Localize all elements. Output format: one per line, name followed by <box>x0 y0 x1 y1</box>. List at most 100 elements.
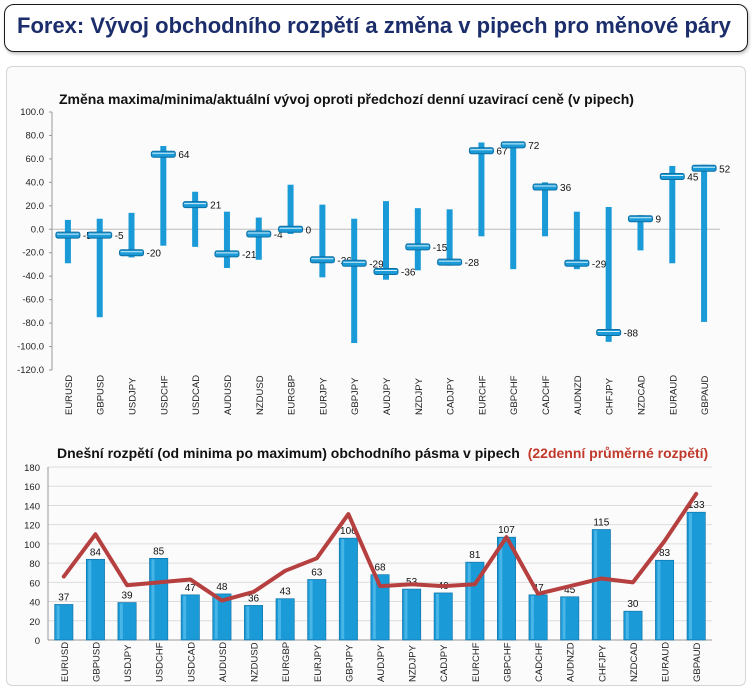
spread-bar-value-label: 47 <box>533 583 545 594</box>
page-title: Forex: Vývoj obchodního rozpětí a změna … <box>17 13 731 38</box>
range-chart-y-tick: -60.0 <box>22 295 44 306</box>
spread-bar-shine <box>404 590 408 639</box>
range-chart-category-label: USDCAD <box>191 375 202 415</box>
range-chart-category-label: EURGBP <box>287 375 298 415</box>
spread-chart-category-label: GBPCHF <box>502 642 513 682</box>
range-chart-category-label: GBPJPY <box>350 377 361 415</box>
range-chart-y-tick: -80.0 <box>22 318 44 329</box>
range-bar <box>669 165 676 264</box>
spread-bar-shine <box>625 612 629 639</box>
spread-bar-shine <box>467 563 471 639</box>
range-chart-category-label: GBPCHF <box>509 375 520 415</box>
spread-chart-category-label: EURGBP <box>281 642 292 682</box>
spread-bar-shine <box>594 530 598 639</box>
spread-chart-y-tick: 60 <box>29 578 40 589</box>
range-chart-y-tick: -20.0 <box>22 248 44 259</box>
range-chart-category-label: EURJPY <box>318 377 329 415</box>
spread-chart-category-label: GBPJPY <box>344 644 355 682</box>
current-value-label: -88 <box>624 328 639 339</box>
spread-bar-value-label: 45 <box>564 585 576 596</box>
spread-chart-category-label: GBPAUD <box>692 642 703 682</box>
range-bar <box>637 215 644 251</box>
spread-bar-value-label: 83 <box>659 548 671 559</box>
spread-chart-category-label: CHFJPY <box>597 644 608 682</box>
spread-bar-value-label: 39 <box>121 591 133 602</box>
current-value-label: 21 <box>210 201 222 212</box>
spread-bar-value-label: 115 <box>593 517 609 528</box>
spread-bar-value-label: 68 <box>374 563 386 574</box>
range-chart-category-label: EURCHF <box>477 375 488 415</box>
spread-bar-shine <box>562 597 566 639</box>
spread-bar-shine <box>657 561 661 639</box>
current-value-label: -15 <box>433 243 448 254</box>
spread-bar-shine <box>372 575 376 639</box>
range-chart-category-label: GBPUSD <box>96 375 107 415</box>
current-value-label: 45 <box>687 173 699 184</box>
spread-bar-value-label: 30 <box>627 599 639 610</box>
spread-chart-category-label: USDCAD <box>186 642 197 682</box>
current-value-label: 9 <box>655 215 661 226</box>
spread-bar-shine <box>341 539 345 639</box>
spread-chart-category-label: NZDJPY <box>408 644 419 682</box>
range-bar <box>192 191 199 247</box>
spread-bar-shine <box>436 593 440 639</box>
current-value-label: 36 <box>560 183 572 194</box>
range-chart-y-tick: 100.0 <box>20 107 44 118</box>
range-bar <box>160 146 167 246</box>
range-chart-category-label: CHFJPY <box>605 377 616 415</box>
range-bar <box>510 143 517 270</box>
range-chart-y-tick: 60.0 <box>26 154 45 165</box>
current-value-label: -21 <box>242 250 257 261</box>
spread-chart-category-label: GBPUSD <box>91 642 102 682</box>
range-bar <box>96 218 103 318</box>
range-chart-y-tick: -120.0 <box>17 365 44 376</box>
range-bar <box>287 184 294 234</box>
range-chart-category-label: EURAUD <box>668 375 679 415</box>
spread-chart-title: Dnešní rozpětí (od minima po maximum) ob… <box>57 445 708 461</box>
range-bar <box>478 142 485 237</box>
spread-bar-shine <box>119 603 123 639</box>
spread-bar-value-label: 63 <box>311 567 323 578</box>
spread-bar-value-label: 133 <box>688 500 705 511</box>
spread-chart-category-label: CADJPY <box>439 644 450 682</box>
range-bar <box>351 218 358 344</box>
current-value-label: -20 <box>147 249 162 260</box>
range-bar <box>414 208 421 271</box>
spread-bar-value-label: 106 <box>340 526 357 537</box>
range-chart-title: Změna maxima/minima/aktuální vývoj oprot… <box>59 91 634 107</box>
spread-chart-category-label: AUDUSD <box>218 642 229 682</box>
current-value-label: 72 <box>528 141 540 152</box>
spread-chart-y-tick: 160 <box>24 482 40 493</box>
current-value-label: -28 <box>465 258 480 269</box>
spread-chart-category-label: EURAUD <box>661 642 672 682</box>
spread-bar-value-label: 84 <box>90 547 102 558</box>
spread-bar-shine <box>214 594 218 639</box>
spread-chart-category-label: NZDCAD <box>629 642 640 682</box>
range-bar <box>446 209 453 266</box>
range-bar <box>223 211 230 268</box>
header-banner: Forex: Vývoj obchodního rozpětí a změna … <box>4 4 748 52</box>
spread-chart-y-tick: 40 <box>29 598 40 609</box>
spread-chart-category-label: AUDNZD <box>566 642 577 682</box>
spread-bar-value-label: 107 <box>498 525 515 536</box>
spread-chart-category-label: CADCHF <box>534 642 545 682</box>
spread-chart-category-label: EURCHF <box>471 642 482 682</box>
spread-chart-category-label: USDCHF <box>155 642 166 682</box>
spread-bar-shine <box>151 559 155 639</box>
spread-bar-value-label: 47 <box>185 583 197 594</box>
range-bar <box>64 219 71 264</box>
spread-chart-category-label: AUDJPY <box>376 644 387 682</box>
range-chart-category-label: NZDUSD <box>255 375 266 415</box>
spread-bar-value-label: 85 <box>153 546 165 557</box>
current-value-label: -29 <box>592 259 607 270</box>
spread-chart-y-tick: 0 <box>35 636 40 647</box>
spread-bar-shine <box>246 606 250 639</box>
spread-chart-y-tick: 80 <box>29 559 40 570</box>
range-chart-category-label: AUDJPY <box>382 377 393 415</box>
range-chart-y-tick: 0.0 <box>31 224 44 235</box>
spread-chart-category-label: EURUSD <box>60 642 71 682</box>
range-chart-y-tick: -40.0 <box>22 271 44 282</box>
spread-chart-y-tick: 180 <box>24 463 40 474</box>
